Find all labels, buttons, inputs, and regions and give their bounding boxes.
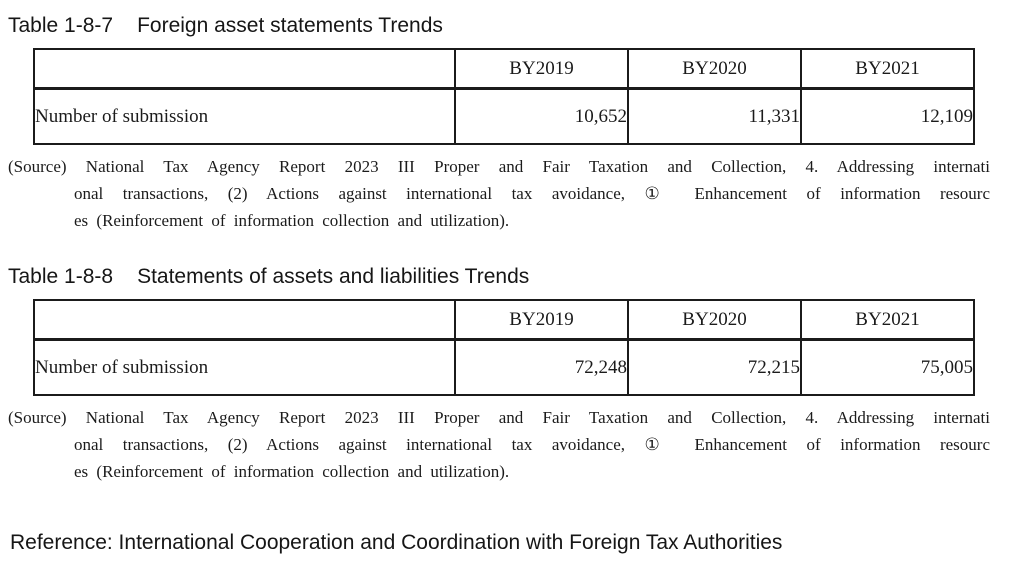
table-title-text: Foreign asset statements Trends xyxy=(137,14,443,37)
table-header-row: BY2019 BY2020 BY2021 xyxy=(33,299,975,341)
table-row: Number of submission 10,652 11,331 12,10… xyxy=(33,87,975,145)
table-header-row: BY2019 BY2020 BY2021 xyxy=(33,48,975,90)
table-title-1-8-7: Table 1-8-7 Foreign asset statements Tre… xyxy=(8,14,1024,38)
foreign-asset-statements-table: BY2019 BY2020 BY2021 Number of submissio… xyxy=(33,48,975,145)
table-number: Table 1-8-8 xyxy=(8,265,114,288)
row-label: Number of submission xyxy=(33,87,456,145)
reference-note: Reference: International Cooperation and… xyxy=(10,531,783,554)
empty-header-cell xyxy=(33,48,456,90)
value-cell-by2021: 75,005 xyxy=(800,338,975,396)
section-assets-and-liabilities-statements: Table 1-8-8 Statements of assets and lia… xyxy=(8,265,1024,485)
column-header-by2019: BY2019 xyxy=(454,48,629,90)
source-line: onal transactions, (2) Actions against i… xyxy=(74,184,990,203)
column-header-by2021: BY2021 xyxy=(800,48,975,90)
assets-and-liabilities-table: BY2019 BY2020 BY2021 Number of submissio… xyxy=(33,299,975,396)
value-cell-by2021: 12,109 xyxy=(800,87,975,145)
column-header-by2020: BY2020 xyxy=(627,299,802,341)
table-title-1-8-8: Table 1-8-8 Statements of assets and lia… xyxy=(8,265,1024,289)
column-header-by2020: BY2020 xyxy=(627,48,802,90)
source-line: es (Reinforcement of information collect… xyxy=(74,462,510,481)
empty-header-cell xyxy=(33,299,456,341)
source-note: (Source) National Tax Agency Report 2023… xyxy=(8,153,990,234)
row-label: Number of submission xyxy=(33,338,456,396)
source-note: (Source) National Tax Agency Report 2023… xyxy=(8,404,990,485)
table-row: Number of submission 72,248 72,215 75,00… xyxy=(33,338,975,396)
column-header-by2021: BY2021 xyxy=(800,299,975,341)
table-title-text: Statements of assets and liabilities Tre… xyxy=(137,265,530,288)
source-line: (Source) National Tax Agency Report 2023… xyxy=(8,408,990,427)
source-line: onal transactions, (2) Actions against i… xyxy=(74,435,990,454)
source-line: (Source) National Tax Agency Report 2023… xyxy=(8,157,990,176)
value-cell-by2020: 72,215 xyxy=(627,338,802,396)
value-cell-by2019: 72,248 xyxy=(454,338,629,396)
column-header-by2019: BY2019 xyxy=(454,299,629,341)
table-number: Table 1-8-7 xyxy=(8,14,114,37)
value-cell-by2020: 11,331 xyxy=(627,87,802,145)
value-cell-by2019: 10,652 xyxy=(454,87,629,145)
section-foreign-asset-statements: Table 1-8-7 Foreign asset statements Tre… xyxy=(8,14,1024,234)
source-line: es (Reinforcement of information collect… xyxy=(74,211,510,230)
